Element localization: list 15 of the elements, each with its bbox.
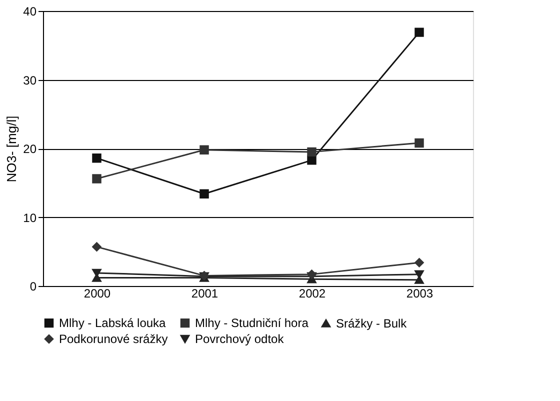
legend-label: Podkorunové srážky <box>59 332 168 346</box>
y-tick-label: 20 <box>23 142 37 156</box>
legend-label: Povrchový odtok <box>195 332 285 346</box>
y-tick-label: 40 <box>23 4 37 18</box>
legend-label: Mlhy - Studniční hora <box>195 316 309 330</box>
x-tick-label: 2003 <box>406 286 434 300</box>
x-tick-label: 2001 <box>191 286 218 300</box>
y-tick-label: 10 <box>23 210 37 225</box>
x-tick-label: 2000 <box>84 286 111 300</box>
x-tick-label: 2002 <box>298 286 326 300</box>
legend-label: Mlhy - Labská louka <box>59 316 166 330</box>
y-tick-label: 30 <box>23 73 37 88</box>
y-tick-label: 0 <box>30 280 37 294</box>
y-axis-title: NO3- [mg/l] <box>4 116 20 182</box>
legend-label: Srážky - Bulk <box>336 316 408 330</box>
